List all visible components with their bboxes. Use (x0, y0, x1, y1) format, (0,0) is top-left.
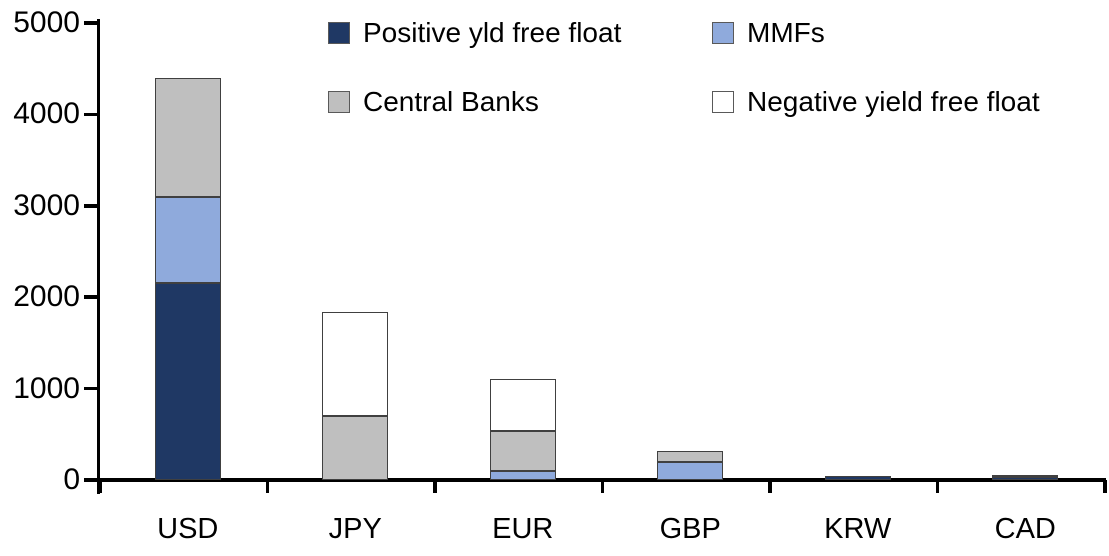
x-tick-mark (768, 480, 772, 493)
bar-segment-central-banks (657, 450, 724, 462)
x-category-label-cad: CAD (994, 513, 1056, 545)
y-axis-line (96, 19, 100, 494)
y-tick-label: 3000 (13, 188, 80, 222)
x-tick-mark (265, 480, 270, 493)
bar-segment-positive-yld-free-float (154, 283, 221, 480)
bar-segment-central-banks (992, 474, 1059, 478)
bar-segment-central-banks (154, 77, 221, 197)
x-category-label-gbp: GBP (659, 513, 721, 545)
bar-segment-mmfs (489, 470, 556, 480)
bar-segment-mmfs (154, 196, 221, 284)
legend-label: Negative yield free float (747, 86, 1040, 117)
legend-swatch-1 (712, 22, 734, 44)
legend-swatch-3 (712, 91, 734, 113)
x-category-label-jpy: JPY (328, 513, 382, 545)
y-tick-label: 0 (63, 463, 80, 496)
x-category-label-eur: EUR (492, 513, 554, 545)
x-category-label-usd: USD (157, 513, 219, 545)
y-tick-mark (83, 295, 97, 299)
y-tick-mark (83, 21, 97, 25)
y-tick-label: 4000 (13, 97, 80, 131)
x-tick-mark (98, 480, 102, 493)
bar-segment-negative-yield-free-float (489, 379, 556, 431)
legend-label: Central Banks (363, 86, 539, 117)
y-tick-mark (83, 204, 97, 208)
bar-segment-central-banks (489, 430, 556, 471)
y-tick-label: 5000 (13, 6, 80, 39)
bar-segment-central-banks (322, 416, 389, 480)
legend-item-positive-yld-free-float: Positive yld free float (328, 16, 621, 50)
legend-label: MMFs (747, 17, 825, 48)
x-tick-mark (935, 480, 940, 493)
bar-segment-positive-yld-free-float (992, 477, 1059, 480)
y-tick-label: 2000 (13, 280, 80, 314)
y-tick-mark (83, 386, 97, 391)
bar-segment-mmfs (657, 461, 724, 480)
legend-item-negative-yield-free-float: Negative yield free float (712, 85, 1040, 119)
x-category-label-krw: KRW (824, 513, 892, 545)
bar-segment-negative-yield-free-float (322, 311, 389, 416)
legend-swatch-2 (328, 91, 350, 113)
legend-label: Positive yld free float (363, 17, 622, 48)
y-tick-mark (83, 112, 97, 117)
y-tick-label: 1000 (13, 371, 80, 405)
x-tick-mark (1103, 480, 1107, 493)
legend-item-central-banks: Central Banks (328, 85, 539, 119)
x-tick-mark (433, 480, 437, 493)
legend-item-mmfs: MMFs (712, 16, 825, 50)
y-tick-mark (83, 478, 97, 482)
bar-segment-positive-yld-free-float (824, 476, 891, 480)
legend-swatch-0 (328, 22, 350, 44)
x-tick-mark (600, 480, 605, 493)
